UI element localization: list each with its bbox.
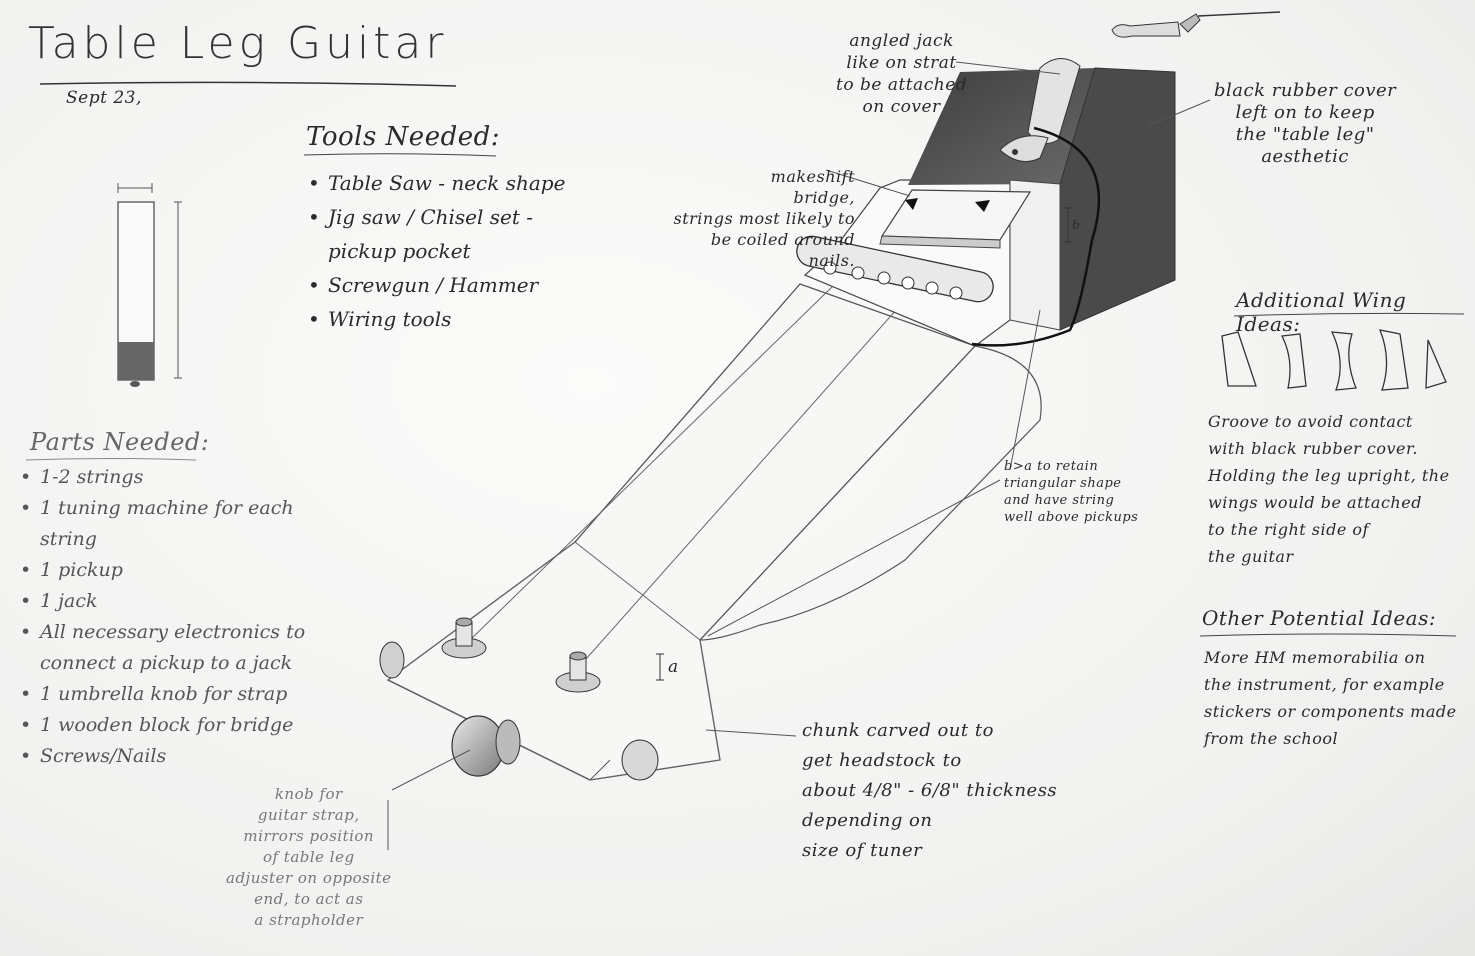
table-leg-sketch bbox=[117, 183, 182, 387]
parts-heading: Parts Needed: bbox=[30, 428, 210, 456]
list-item: Jig saw / Chisel set - pickup pocket bbox=[306, 200, 606, 268]
annotation-leaders bbox=[387, 61, 1211, 850]
list-item: Table Saw - neck shape bbox=[306, 166, 606, 200]
list-item: 1 tuning machine for each string bbox=[18, 493, 348, 555]
tools-list: Table Saw - neck shape Jig saw / Chisel … bbox=[306, 166, 606, 336]
tools-heading: Tools Needed: bbox=[306, 122, 501, 152]
wing-ideas-text: Groove to avoid contact with black rubbe… bbox=[1208, 412, 1450, 566]
angled-jack-note: angled jack like on strat to be attached… bbox=[836, 31, 968, 117]
tools-heading-underline bbox=[303, 153, 497, 157]
guitar-neck bbox=[386, 283, 1042, 781]
list-item: Wiring tools bbox=[306, 302, 606, 336]
list-item: 1 jack bbox=[18, 586, 348, 617]
rubber-cover-note: black rubber cover left on to keep the "… bbox=[1214, 80, 1397, 167]
wing-ideas-heading: Additional Wing Ideas: bbox=[1236, 288, 1407, 336]
page-title: Table Leg Guitar bbox=[28, 18, 448, 69]
list-item: Screws/Nails bbox=[18, 741, 348, 772]
jack-wire bbox=[971, 126, 1101, 347]
other-heading-underline bbox=[1199, 633, 1457, 637]
jack-plug-sketch bbox=[1111, 11, 1281, 38]
dimension-a-label: a bbox=[668, 657, 679, 677]
end-knob bbox=[379, 641, 405, 679]
list-item: All necessary electronics to connect a p… bbox=[18, 617, 348, 679]
side-tuner bbox=[621, 739, 659, 781]
wing-idea-shapes bbox=[1221, 329, 1447, 391]
headstock-chunk-note: chunk carved out to get headstock to abo… bbox=[802, 720, 1058, 861]
parts-heading-underline bbox=[25, 458, 197, 461]
title-underline bbox=[39, 81, 457, 87]
other-ideas-text: More HM memorabilia on the instrument, f… bbox=[1204, 648, 1457, 748]
wing-heading-underline bbox=[1233, 312, 1465, 317]
parts-list: 1-2 strings 1 tuning machine for each st… bbox=[18, 462, 348, 772]
date-label: Sept 23, bbox=[66, 88, 142, 108]
list-item: Screwgun / Hammer bbox=[306, 268, 606, 302]
dimension-b-label: b bbox=[1072, 218, 1081, 232]
list-item: 1-2 strings bbox=[18, 462, 348, 493]
other-ideas-heading: Other Potential Ideas: bbox=[1202, 606, 1437, 630]
list-item: 1 wooden block for bridge bbox=[18, 710, 348, 741]
list-item: 1 umbrella knob for strap bbox=[18, 679, 348, 710]
list-item: 1 pickup bbox=[18, 555, 348, 586]
tuner-pegs bbox=[441, 617, 601, 693]
body-block bbox=[796, 58, 1176, 347]
strap-knob-note: knob for guitar strap, mirrors position … bbox=[226, 785, 392, 929]
bridge-note: makeshift bridge, strings most likely to… bbox=[673, 167, 855, 270]
strap-knob bbox=[451, 715, 521, 777]
b-greater-a-note: b>a to retain triangular shape and have … bbox=[1004, 459, 1139, 525]
